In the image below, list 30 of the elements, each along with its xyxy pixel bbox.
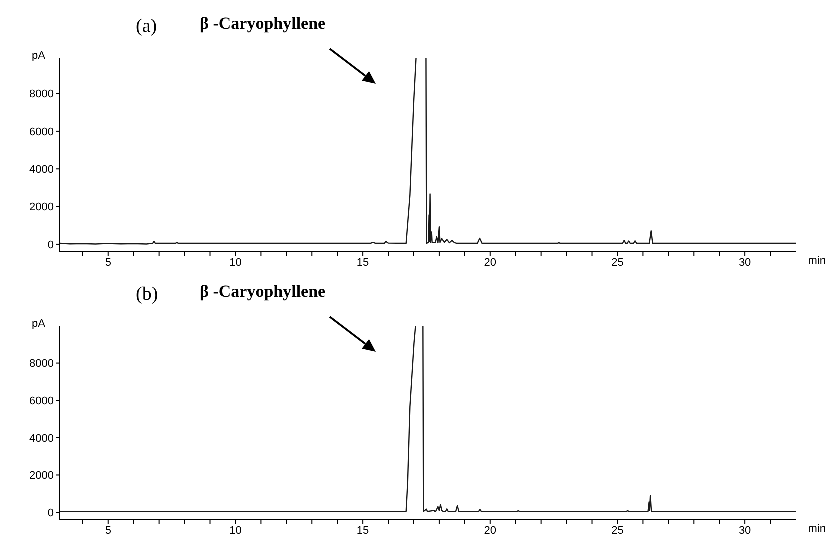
x-tick-label: 15: [356, 256, 370, 269]
y-tick-label: 2000: [30, 470, 54, 482]
x-tick-label: 30: [738, 256, 752, 269]
chart-title: (b): [136, 284, 158, 306]
x-tick-label: 10: [230, 524, 242, 537]
x-tick-label: 20: [484, 524, 497, 537]
x-tick-label: 10: [230, 256, 242, 269]
x-tick-label: 15: [356, 524, 370, 537]
text: β -Caryophyllene: [200, 14, 326, 34]
y-tick-label: 4000: [30, 432, 54, 445]
x-axis-title: min: [808, 255, 826, 267]
x-tick-label: 25: [612, 524, 624, 537]
x-tick-label: 25: [612, 256, 624, 269]
x-axis-title: min: [808, 523, 826, 535]
x-tick-label: 5: [105, 256, 112, 269]
y-tick-label: 0: [48, 239, 54, 252]
x-tick-label: 30: [738, 524, 752, 537]
y-axis-title: pA: [32, 318, 46, 330]
y-tick-label: 6000: [30, 126, 54, 138]
y-tick-label: 4000: [30, 164, 54, 176]
y-tick-label: 0: [48, 507, 54, 520]
y-axis-title: pA: [32, 50, 46, 62]
y-tick-label: 8000: [30, 88, 54, 101]
chart-title: (a): [136, 16, 158, 38]
y-tick-label: 6000: [30, 396, 54, 408]
x-tick-label: 5: [105, 524, 112, 537]
text: β -Caryophyllene: [200, 282, 326, 302]
x-tick-label: 20: [484, 256, 497, 269]
y-tick-label: 8000: [30, 358, 54, 370]
y-tick-label: 2000: [30, 202, 54, 214]
